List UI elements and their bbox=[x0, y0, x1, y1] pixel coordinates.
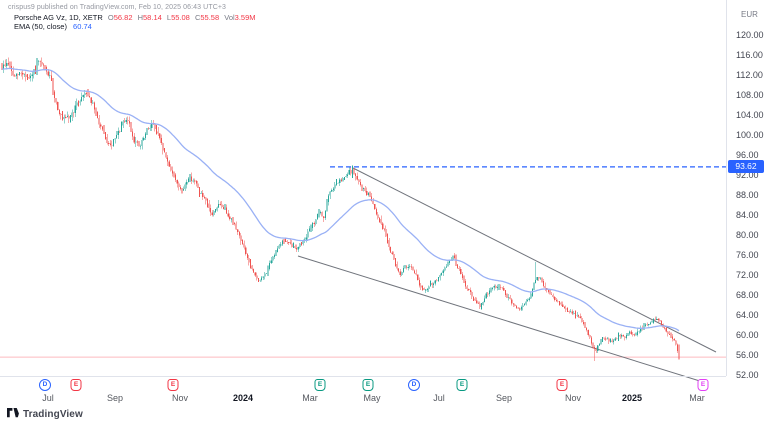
price-tick-label: 52.00 bbox=[736, 370, 759, 380]
open-value: 56.82 bbox=[113, 13, 133, 22]
price-tick-label: 60.00 bbox=[736, 330, 759, 340]
low-key: L bbox=[166, 13, 172, 22]
earnings-marker-icon[interactable]: E bbox=[362, 379, 374, 391]
price-axis[interactable]: EUR 120.00 116.00 112.00 108.00 104.00 100.00… bbox=[726, 0, 768, 380]
earnings-marker-icon[interactable]: E bbox=[70, 379, 82, 391]
price-tick-label: 120.00 bbox=[736, 30, 764, 40]
close-key: C bbox=[194, 13, 201, 22]
earnings-marker-icon[interactable]: E bbox=[314, 379, 326, 391]
time-tick-label: Mar bbox=[302, 393, 318, 403]
time-tick-label: Nov bbox=[171, 393, 189, 403]
low-value: 55.08 bbox=[171, 13, 190, 22]
dividend-marker-icon[interactable]: D bbox=[39, 379, 51, 391]
close-value: 55.58 bbox=[200, 13, 220, 22]
time-tick-label: Jul bbox=[42, 393, 54, 403]
earnings-marker-icon[interactable]: E bbox=[167, 379, 179, 391]
open-key: O bbox=[107, 13, 114, 22]
earnings-marker-icon[interactable]: E bbox=[456, 379, 468, 391]
price-tick-label: 92.00 bbox=[736, 170, 759, 180]
price-tick-label: 108.00 bbox=[736, 90, 764, 100]
price-tick-label: 56.00 bbox=[736, 350, 759, 360]
time-tick-label: Sep bbox=[495, 393, 513, 403]
price-tick-label: 112.00 bbox=[736, 70, 763, 80]
time-tick-label: Jul bbox=[433, 393, 445, 403]
earnings-marker-icon[interactable]: E bbox=[556, 379, 568, 391]
time-tick-label: Sep bbox=[106, 393, 124, 403]
time-tick-label: May bbox=[363, 393, 381, 403]
high-key: H bbox=[137, 13, 144, 22]
price-tick-label: 104.00 bbox=[736, 110, 764, 120]
price-tick-label: 68.00 bbox=[736, 290, 759, 300]
price-tick-label: 100.00 bbox=[736, 130, 764, 140]
price-tick-label: 80.00 bbox=[736, 230, 759, 240]
price-tick-label: 116.00 bbox=[736, 50, 763, 60]
tradingview-branding[interactable]: TradingView bbox=[7, 408, 83, 420]
alert-price-label[interactable]: 93.62 bbox=[728, 160, 764, 174]
volume-value: 3.59M bbox=[234, 13, 256, 22]
indicator-value: 60.74 bbox=[73, 22, 92, 31]
time-tick-label: 2024 bbox=[232, 393, 254, 403]
tradingview-logo-icon bbox=[7, 408, 20, 418]
currency-label: EUR bbox=[741, 10, 758, 19]
price-tick-label: 72.00 bbox=[736, 270, 759, 280]
high-value: 58.14 bbox=[143, 13, 162, 22]
time-axis[interactable]: Jul Sep Nov 2024 Mar May Jul Sep Nov 2025 Mar D E E E… bbox=[0, 376, 726, 407]
symbol-title: Porsche AG Vz, 1D, XETR bbox=[14, 13, 103, 22]
time-tick-label: Mar bbox=[689, 393, 705, 403]
indicator-legend-row[interactable]: EMA (50, close) 60.74 bbox=[14, 22, 256, 31]
dividend-marker-icon[interactable]: D bbox=[408, 379, 420, 391]
price-tick-label: 64.00 bbox=[736, 310, 759, 320]
indicator-label: EMA (50, close) bbox=[14, 22, 67, 31]
tradingview-logo-text: TradingView bbox=[23, 408, 83, 420]
time-tick-label: 2025 bbox=[621, 393, 643, 403]
price-tick-label: 88.00 bbox=[736, 190, 759, 200]
chart-legend: Porsche AG Vz, 1D, XETR O56.82 H58.14 L5… bbox=[14, 13, 256, 31]
price-tick-label: 84.00 bbox=[736, 210, 759, 220]
volume-key: Vol bbox=[224, 13, 235, 22]
upcoming-earnings-marker-icon[interactable]: E bbox=[697, 379, 709, 391]
time-tick-label: Nov bbox=[564, 393, 582, 403]
publish-watermark: crispus9 published on TradingView.com, F… bbox=[8, 4, 227, 11]
symbol-legend-row[interactable]: Porsche AG Vz, 1D, XETR O56.82 H58.14 L5… bbox=[14, 13, 256, 22]
price-tick-label: 76.00 bbox=[736, 250, 759, 260]
price-tick-label: 96.00 bbox=[736, 150, 759, 160]
